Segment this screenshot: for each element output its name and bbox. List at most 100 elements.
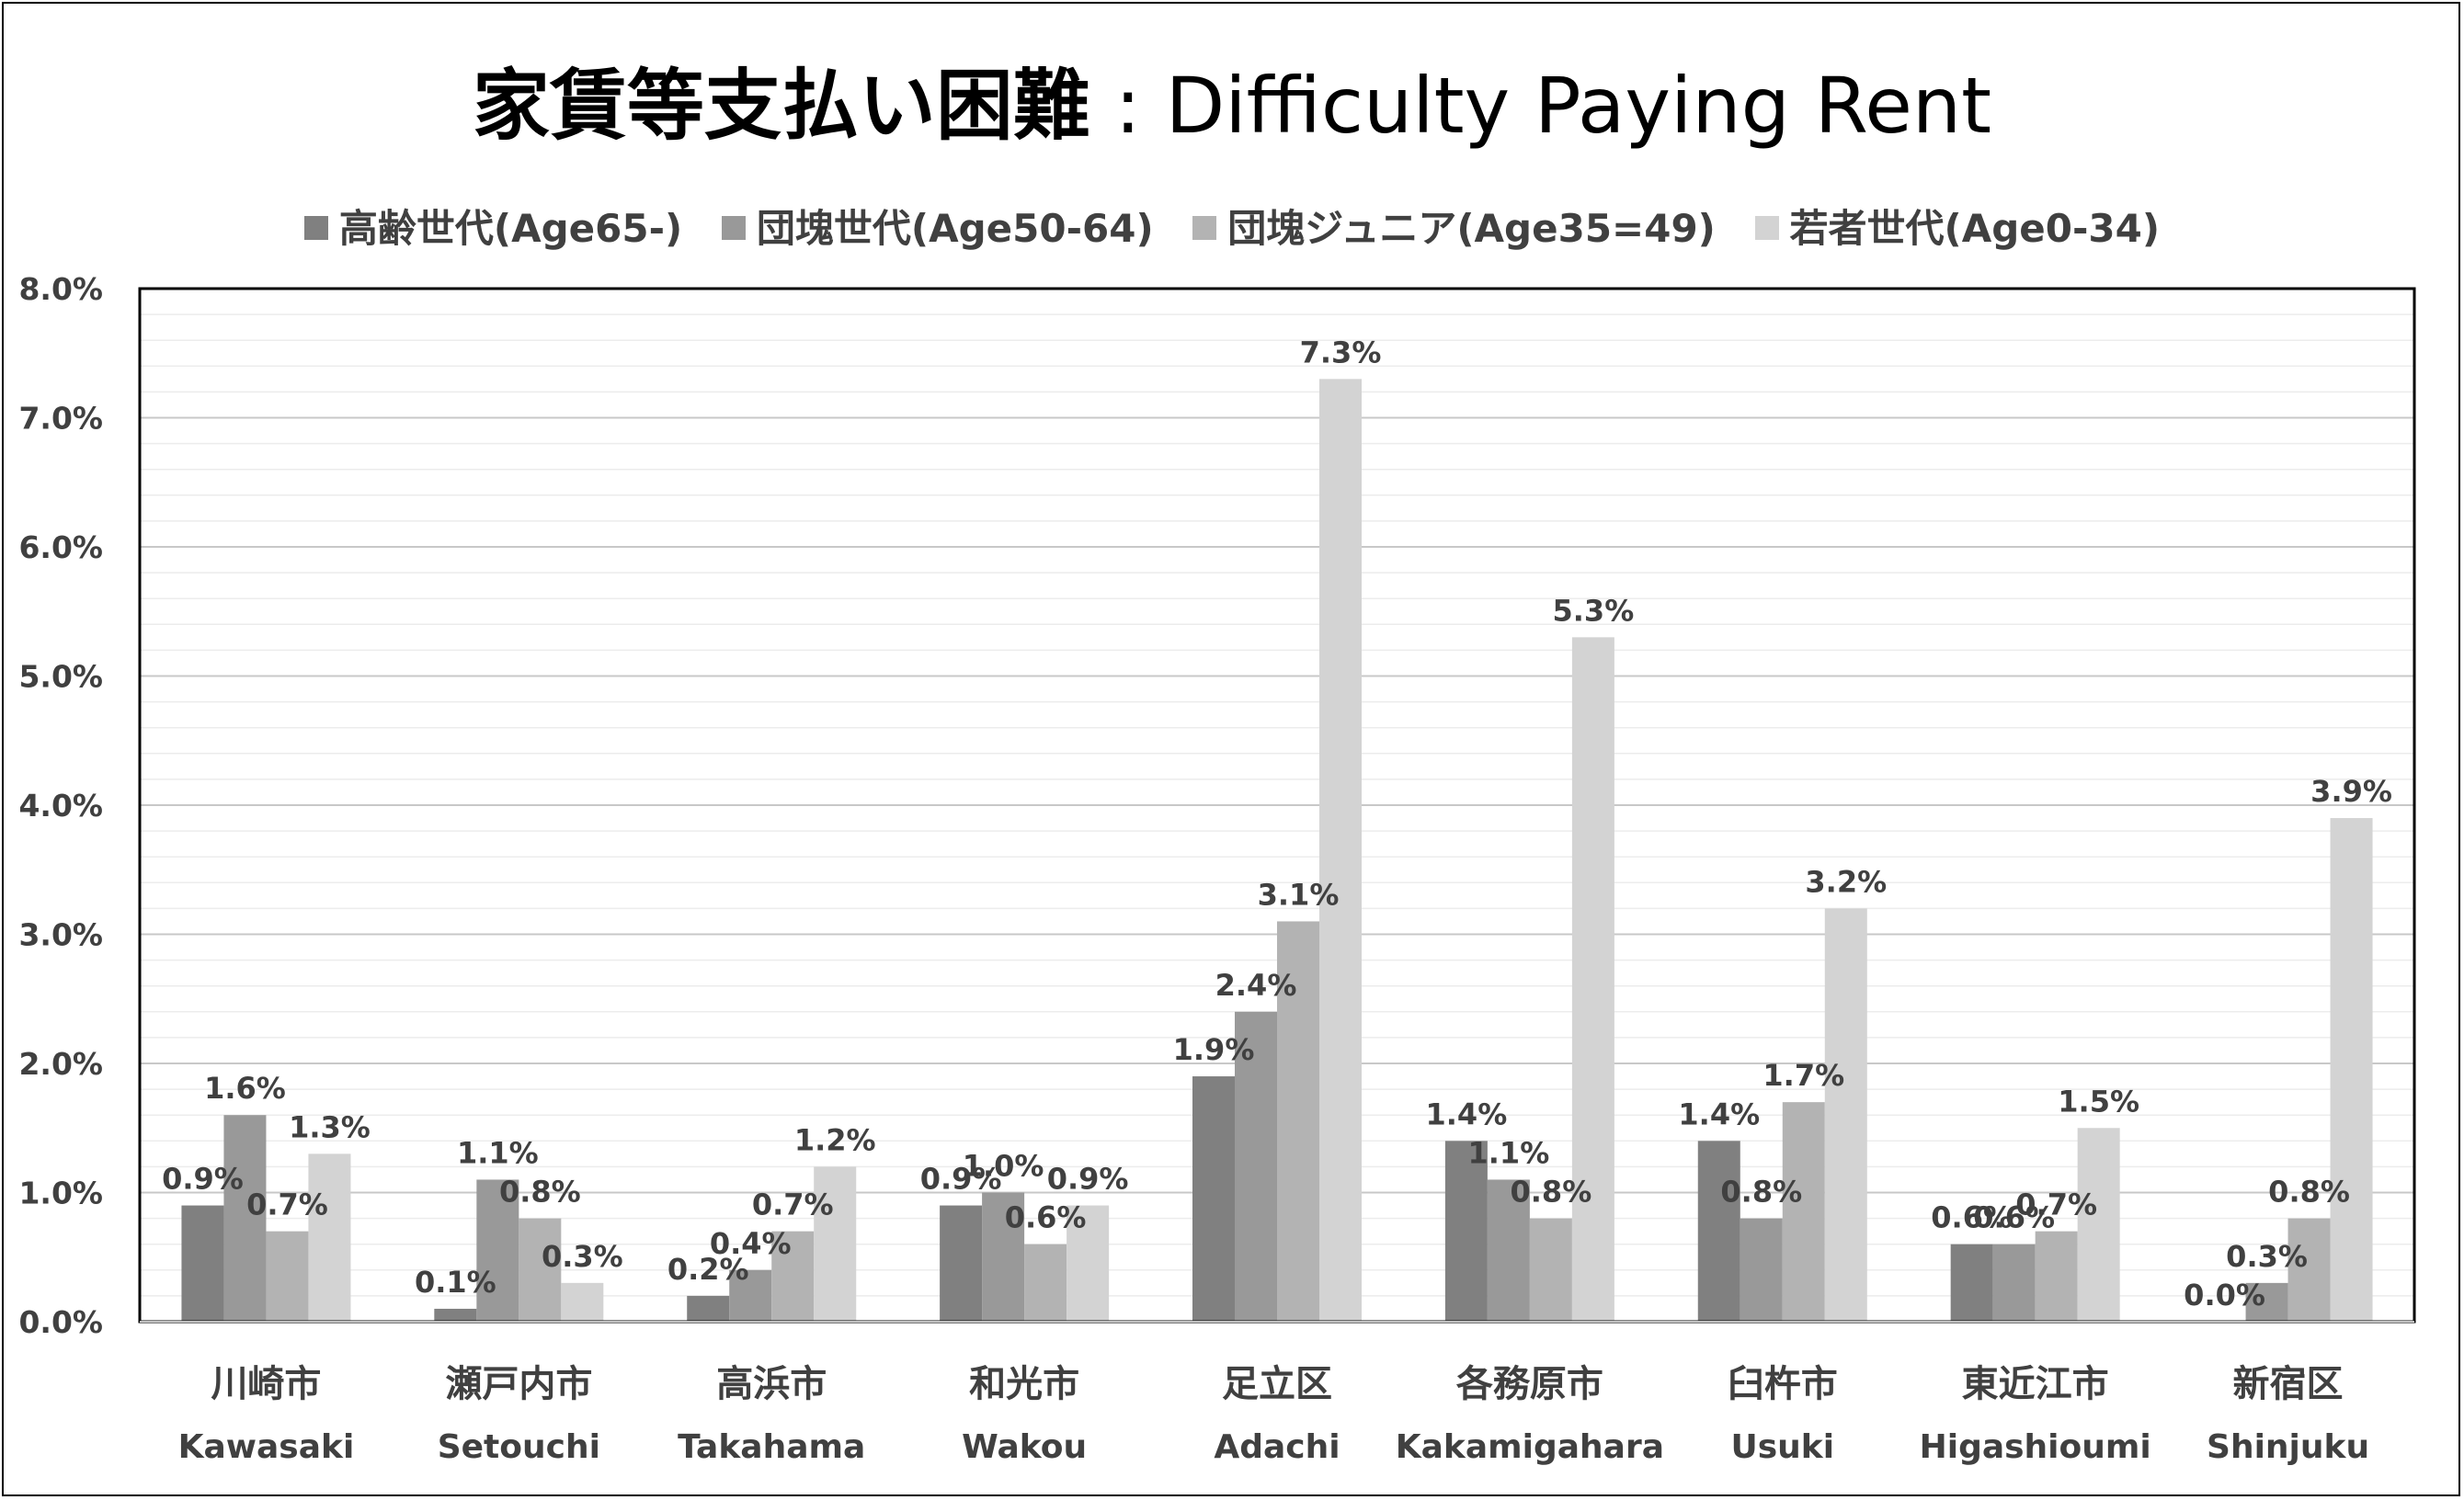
bar bbox=[2287, 1218, 2331, 1322]
data-label: 0.4% bbox=[710, 1226, 792, 1261]
category-label-english: Adachi bbox=[1214, 1428, 1340, 1466]
data-label: 5.3% bbox=[1553, 593, 1635, 628]
bar bbox=[2330, 818, 2373, 1322]
bar bbox=[2077, 1128, 2120, 1322]
bar bbox=[223, 1115, 267, 1322]
data-label: 3.1% bbox=[1258, 877, 1340, 912]
category-label-english: Takahama bbox=[678, 1428, 865, 1466]
legend-item-elderly: 高齢世代(Age65-) bbox=[303, 198, 683, 254]
bar bbox=[1192, 1076, 1235, 1322]
bar bbox=[1571, 637, 1614, 1322]
category-label-english: Kakamigahara bbox=[1396, 1428, 1664, 1466]
category-label-japanese: 各務原市 bbox=[1456, 1363, 1603, 1405]
bar bbox=[2245, 1282, 2288, 1322]
category-label-japanese: 高浜市 bbox=[716, 1363, 827, 1405]
bar bbox=[1444, 1141, 1488, 1322]
data-label: 0.8% bbox=[2268, 1175, 2350, 1210]
legend-label-youth: 若者世代(Age0-34) bbox=[1789, 206, 2161, 251]
data-label: 1.4% bbox=[1678, 1097, 1760, 1131]
bar bbox=[308, 1153, 351, 1322]
bar bbox=[1235, 1011, 1277, 1322]
bar bbox=[476, 1179, 519, 1322]
legend-label-elderly: 高齢世代(Age65-) bbox=[338, 206, 683, 251]
bar bbox=[1824, 908, 1867, 1322]
bar bbox=[1950, 1244, 1993, 1322]
legend-label-baby-boomers: 団塊世代(Age50-64) bbox=[756, 206, 1154, 251]
category-label-english: Higashioumi bbox=[1920, 1428, 2151, 1466]
data-label: 0.6% bbox=[1931, 1200, 2013, 1235]
bar bbox=[814, 1166, 857, 1322]
data-label: 0.8% bbox=[1720, 1175, 1802, 1210]
chart-title: 家賃等支払い困難 : Difficulty Paying Rent bbox=[0, 55, 2464, 156]
bar bbox=[1740, 1218, 1783, 1322]
category-label-english: Shinjuku bbox=[2207, 1428, 2369, 1466]
data-label: 0.8% bbox=[1511, 1175, 1592, 1210]
data-label: 1.7% bbox=[1762, 1058, 1844, 1093]
category-label-english: Kawasaki bbox=[178, 1428, 355, 1466]
category-label-english: Setouchi bbox=[438, 1428, 600, 1466]
data-label: 0.1% bbox=[415, 1265, 496, 1300]
bar bbox=[561, 1282, 604, 1322]
data-label: 7.3% bbox=[1300, 335, 1382, 369]
data-label: 1.1% bbox=[457, 1135, 539, 1170]
y-tick-label: 6.0% bbox=[18, 529, 103, 565]
legend-item-baby-boomers: 団塊世代(Age50-64) bbox=[721, 198, 1154, 254]
data-label: 0.7% bbox=[2015, 1188, 2097, 1222]
chart-title-english: Difficulty Paying Rent bbox=[1165, 61, 1992, 151]
category-label-english: Wakou bbox=[962, 1428, 1087, 1466]
bar bbox=[982, 1192, 1025, 1322]
bar bbox=[1782, 1102, 1825, 1322]
bar bbox=[729, 1269, 772, 1322]
y-tick-label: 0.0% bbox=[18, 1304, 103, 1340]
data-label: 0.6% bbox=[1005, 1200, 1087, 1235]
data-label: 1.0% bbox=[963, 1149, 1044, 1184]
data-label: 0.8% bbox=[499, 1175, 581, 1210]
bar bbox=[771, 1231, 815, 1322]
bar bbox=[1487, 1179, 1530, 1322]
data-label: 1.9% bbox=[1173, 1032, 1255, 1067]
bar bbox=[1697, 1141, 1740, 1322]
data-label: 1.1% bbox=[1468, 1135, 1550, 1170]
data-label: 2.4% bbox=[1215, 968, 1297, 1003]
legend-label-boomer-juniors: 団塊ジュニア(Age35=49) bbox=[1227, 206, 1716, 251]
y-tick-label: 5.0% bbox=[18, 659, 103, 695]
category-label-japanese: 和光市 bbox=[969, 1363, 1079, 1405]
category-label-japanese: 川崎市 bbox=[211, 1363, 321, 1405]
bar bbox=[687, 1295, 730, 1322]
data-label: 0.7% bbox=[752, 1188, 834, 1222]
legend-swatch-baby-boomers bbox=[721, 215, 746, 240]
data-label: 0.3% bbox=[2226, 1239, 2308, 1274]
data-label: 0.9% bbox=[1047, 1162, 1129, 1197]
legend-swatch-youth bbox=[1754, 215, 1779, 240]
chart-legend: 高齢世代(Age65-) 団塊世代(Age50-64) 団塊ジュニア(Age35… bbox=[0, 198, 2464, 254]
bar bbox=[2035, 1231, 2078, 1322]
data-label: 3.2% bbox=[1805, 864, 1887, 899]
category-label-japanese: 臼杵市 bbox=[1728, 1363, 1838, 1405]
data-label: 0.9% bbox=[920, 1162, 1002, 1197]
bar bbox=[940, 1205, 983, 1322]
y-tick-label: 8.0% bbox=[18, 271, 103, 307]
data-label: 0.3% bbox=[542, 1239, 623, 1274]
bar bbox=[1992, 1244, 2036, 1322]
data-label: 1.3% bbox=[289, 1109, 371, 1144]
y-tick-label: 2.0% bbox=[18, 1046, 103, 1082]
category-label-japanese: 足立区 bbox=[1222, 1363, 1332, 1405]
data-label: 0.7% bbox=[246, 1188, 328, 1222]
bar bbox=[266, 1231, 309, 1322]
data-label: 3.9% bbox=[2310, 774, 2392, 809]
category-label-english: Usuki bbox=[1730, 1428, 1834, 1466]
y-tick-label: 3.0% bbox=[18, 917, 103, 953]
category-label-japanese: 瀬戸内市 bbox=[445, 1363, 592, 1405]
chart-title-separator: : bbox=[1089, 61, 1166, 151]
data-label: 0.0% bbox=[2184, 1278, 2265, 1312]
bar bbox=[1277, 921, 1319, 1322]
data-label: 0.2% bbox=[667, 1252, 749, 1287]
category-label-japanese: 東近江市 bbox=[1962, 1363, 2109, 1405]
y-tick-label: 4.0% bbox=[18, 788, 103, 824]
legend-item-boomer-juniors: 団塊ジュニア(Age35=49) bbox=[1192, 198, 1716, 254]
bar bbox=[1024, 1244, 1067, 1322]
data-label: 1.5% bbox=[2058, 1084, 2139, 1119]
bar bbox=[434, 1308, 477, 1322]
